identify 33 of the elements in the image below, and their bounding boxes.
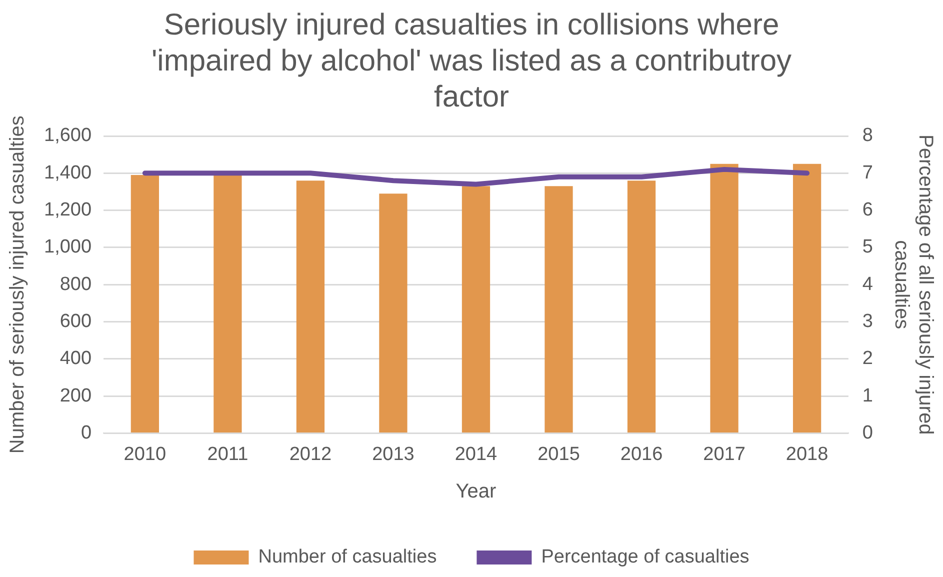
y2-tick-label: 2 — [862, 348, 874, 370]
y2-tick-label: 3 — [862, 310, 874, 332]
y2-tick-label: 4 — [862, 274, 874, 295]
y-tick-label: 1,200 — [44, 200, 92, 221]
x-tick-label: 2010 — [124, 444, 166, 465]
y-axis-title: Number of seriously injured casualties — [6, 116, 29, 454]
y2-tick-label: 5 — [862, 236, 874, 258]
y2-tick-label: 6 — [862, 200, 874, 221]
y-tick-label: 400 — [60, 348, 92, 370]
y-tick-label: 1,000 — [44, 236, 92, 258]
chart-title: Seriously injured casualties in collisions where 'impaired by alcohol' was listed as a contributroy factor — [151, 8, 792, 114]
legend-label: Percentage of casualties — [541, 546, 750, 568]
y2-tick-label: 1 — [862, 385, 874, 406]
y-tick-label: 0 — [80, 422, 92, 444]
legend-label: Number of casualties — [258, 546, 437, 568]
y2-tick-label: 0 — [862, 422, 874, 444]
x-tick-label: 2013 — [372, 444, 414, 465]
y-tick-label: 600 — [60, 310, 92, 332]
y2-tick-label: 7 — [862, 162, 874, 184]
y-tick-label: 800 — [60, 274, 92, 295]
x-tick-label: 2017 — [703, 444, 746, 465]
x-axis-title: Year — [456, 480, 497, 503]
x-tick-label: 2012 — [289, 444, 332, 465]
y-tick-label: 200 — [60, 385, 92, 406]
x-tick-label: 2015 — [538, 444, 580, 465]
x-tick-label: 2011 — [207, 444, 248, 465]
y2-axis-title: Percentage of all seriously injured casualties — [890, 134, 936, 435]
y2-tick-label: 8 — [862, 125, 874, 146]
y-tick-label: 1,600 — [44, 125, 92, 146]
x-tick-label: 2014 — [454, 444, 498, 465]
x-tick-label: 2018 — [786, 444, 828, 465]
x-tick-label: 2016 — [620, 444, 663, 465]
y-tick-label: 1,400 — [44, 162, 92, 184]
